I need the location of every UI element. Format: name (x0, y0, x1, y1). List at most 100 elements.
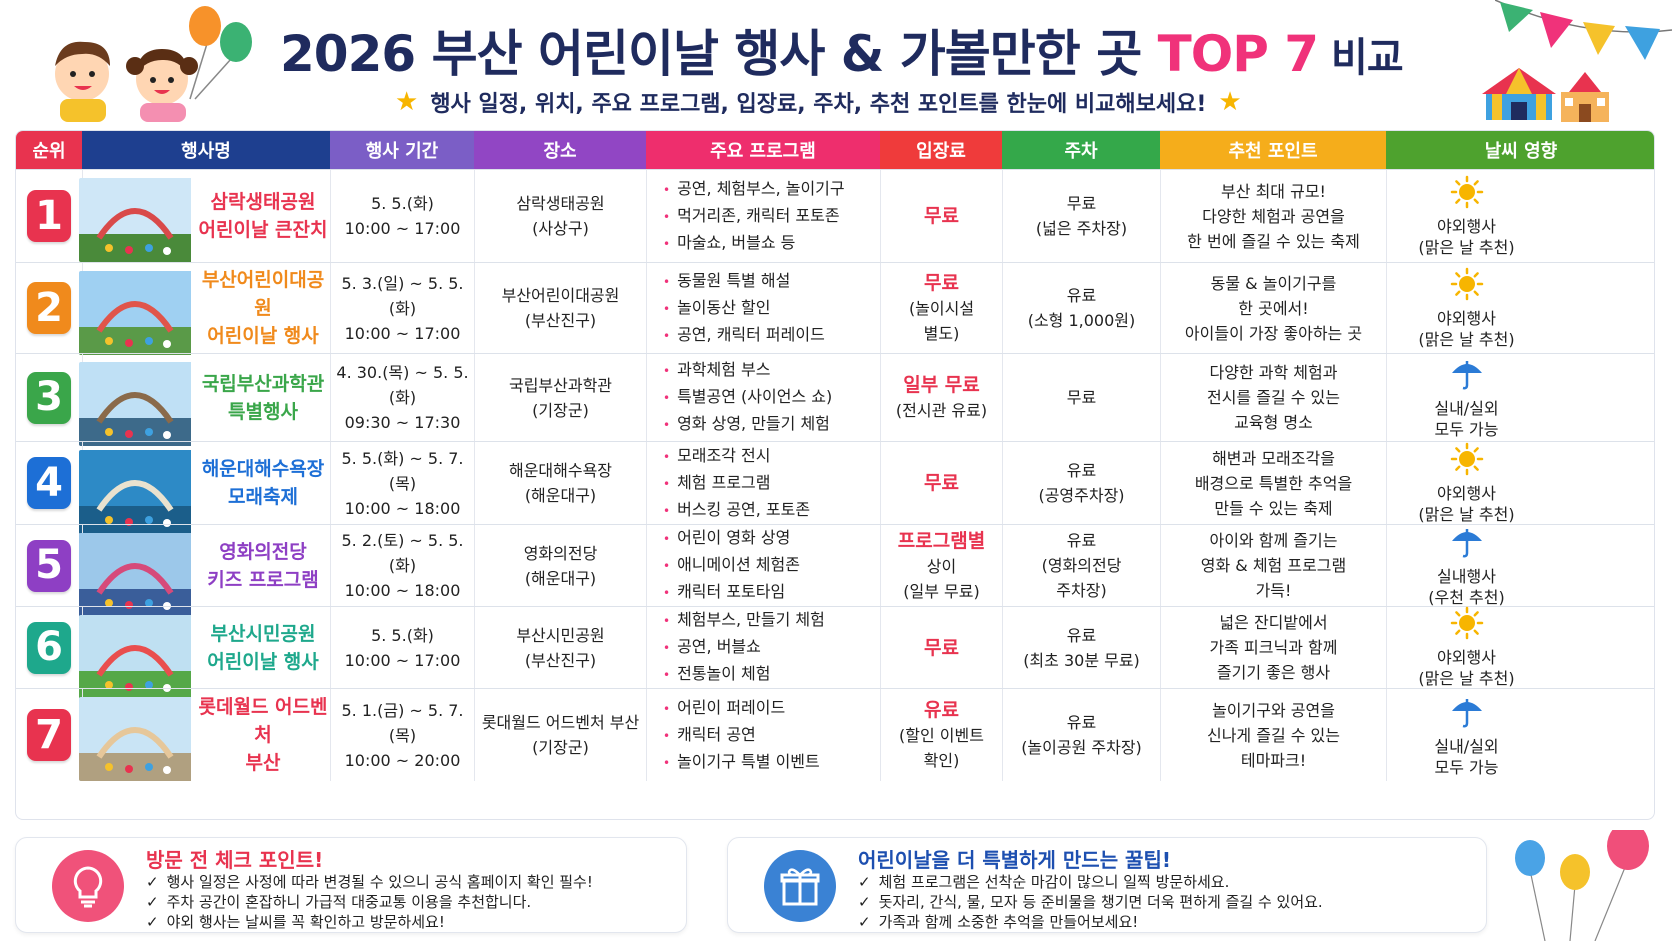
point-line: 테마파크! (1240, 750, 1307, 770)
star-icon: ★ (1218, 87, 1242, 117)
event-name-line: 어린이날 행사 (207, 325, 319, 347)
list-item: 야외 행사는 날씨를 꼭 확인하고 방문하세요! (146, 912, 593, 932)
rank-cell: 4 (16, 442, 82, 524)
programs-cell: 과학체험 부스특별공연 (사이언스 쇼)영화 상영, 만들기 체험 (646, 354, 880, 441)
col-header-rank: 순위 (16, 131, 82, 169)
event-name-line: 키즈 프로그램 (207, 568, 319, 591)
point-line: 놀이기구와 공연을 (1212, 700, 1335, 720)
point-line: 넓은 잔디밭에서 (1219, 613, 1328, 632)
programs-cell: 어린이 퍼레이드캐릭터 공연놀이기구 특별 이벤트 (646, 689, 880, 781)
event-name-cell: 롯데월드 어드벤처 부산 (79, 689, 330, 781)
rank-cell: 3 (16, 354, 82, 441)
fee-main: 유료 (924, 699, 959, 721)
weather-type: 야외행사 (1437, 483, 1496, 503)
table-row: 3 국립부산과학관 특별행사 4. 30.(목) ~ 5. 5.(화) 09:30 ~ … (16, 353, 1654, 446)
point-cell: 다양한 과학 체험과 전시를 즐길 수 있는 교육형 명소 (1160, 354, 1386, 441)
parking-cell: 유료 (놀이공원 주차장) (1002, 689, 1160, 781)
page-title: 2026 부산 어린이날 행사 & 가볼만한 곳 TOP 7 비교 (280, 14, 1460, 86)
event-name: 국립부산과학관 특별행사 (195, 370, 331, 426)
place-cell: 롯대월드 어드벤처 부산 (기장군) (474, 689, 646, 781)
weather-type: 실내/실외 (1434, 736, 1499, 756)
programs-cell: 체험부스, 만들기 체험공연, 버블쇼전통놀이 체험 (646, 607, 880, 688)
place-name: 해운대해수욕장 (508, 461, 613, 480)
weather-note: 모두 가능 (1434, 757, 1499, 777)
point-line: 교육형 명소 (1234, 413, 1313, 432)
point-line: 다양한 과학 체험과 (1209, 363, 1338, 382)
place-name: 영화의전당 (523, 543, 598, 563)
title-accent: TOP 7 (1157, 25, 1319, 83)
place-cell: 부산시민공원 (부산진구) (474, 607, 646, 688)
event-name-line: 롯데월드 어드벤처 (198, 696, 328, 746)
weather-type: 실내행사 (1437, 567, 1496, 586)
place-cell: 국립부산과학관 (기장군) (474, 354, 646, 441)
rank-badge: 7 (27, 709, 71, 761)
event-name-cell: 해운대해수욕장 모래축제 (79, 442, 331, 534)
event-name: 부산시민공원 어린이날 행사 (195, 620, 331, 676)
fee-main: 무료 (924, 636, 959, 659)
parking-note: (영화의전당 (1041, 556, 1122, 575)
period-dates: 5. 1.(금) ~ 5. 7.(목) (341, 700, 464, 745)
weather-type: 야외행사 (1437, 308, 1496, 328)
table-row: 6 부산시민공원 어린이날 행사 5. 5.(화) 10:00 ~ 17:00 부산시민공… (16, 606, 1654, 699)
parking-main: 무료 (1066, 194, 1097, 213)
place-cell: 삼락생태공원 (사상구) (474, 170, 646, 262)
event-name-line: 부산어린이대공원 (201, 269, 325, 319)
period-hours: 09:30 ~ 17:30 (344, 413, 461, 432)
place-district: (기장군) (532, 400, 589, 420)
list-item: 행사 일정은 사정에 따라 변경될 수 있으니 공식 홈페이지 확인 필수! (146, 872, 593, 892)
parking-main: 유료 (1066, 531, 1097, 550)
tips-title: 어린이날을 더 특별하게 만드는 꿀팁! (858, 848, 1171, 872)
place-name: 롯대월드 어드벤처 부산 (481, 713, 640, 732)
period-cell: 5. 5.(화) 10:00 ~ 17:00 (330, 607, 474, 688)
circus-tent-icon (1482, 68, 1556, 120)
program-item: 캐릭터 포토타임 (663, 579, 785, 606)
fee-note: 확인) (923, 751, 960, 770)
programs-cell: 공연, 체험부스, 놀이기구먹거리존, 캐릭터 포토존마술쇼, 버블쇼 등 (646, 170, 880, 262)
event-name-line: 영화의전당 (219, 540, 307, 563)
program-item: 영화 상영, 만들기 체험 (663, 411, 830, 438)
period-hours: 10:00 ~ 17:00 (344, 650, 461, 670)
event-name-line: 특별행사 (228, 400, 298, 423)
program-item: 과학체험 부스 (663, 357, 770, 384)
weather-cell: 실내행사 (우천 추천) (1386, 525, 1546, 607)
kids-illustration (55, 6, 252, 122)
place-cell: 영화의전당 (해운대구) (474, 525, 646, 606)
program-item: 체험부스, 만들기 체험 (663, 607, 825, 634)
fee-main: 무료 (924, 205, 959, 227)
period-cell: 4. 30.(목) ~ 5. 5.(화) 09:30 ~ 17:30 (330, 354, 474, 441)
period-cell: 5. 3.(일) ~ 5. 5.(화) 10:00 ~ 17:00 (330, 263, 474, 353)
program-item: 공연, 체험부스, 놀이기구 (663, 176, 845, 203)
fee-note: (할인 이벤트 (899, 726, 984, 745)
program-item: 특별공연 (사이언스 쇼) (663, 384, 832, 411)
period-cell: 5. 5.(화) ~ 5. 7.(목) 10:00 ~ 18:00 (330, 442, 474, 524)
event-name-line: 삼락생태공원 (210, 191, 316, 213)
fee-main: 무료 (924, 472, 959, 494)
weather-note: (맑은 날 추천) (1418, 237, 1515, 257)
program-item: 놀이동산 할인 (663, 295, 770, 322)
weather-cell: 야외행사 (맑은 날 추천) (1386, 263, 1546, 353)
rank-cell: 1 (16, 170, 82, 262)
point-line: 즐기기 좋은 행사 (1216, 663, 1331, 682)
table-row: 4 해운대해수욕장 모래축제 5. 5.(화) ~ 5. 7.(목) 10:00 ~ 1… (16, 441, 1654, 534)
event-name: 해운대해수욕장 모래축제 (195, 455, 331, 511)
title-tail: 비교 (1318, 35, 1404, 81)
fee-note: 상이 (926, 556, 957, 576)
program-item: 어린이 영화 상영 (663, 525, 790, 552)
point-line: 부산 최대 규모! (1221, 181, 1326, 201)
program-item: 모래조각 전시 (663, 443, 770, 470)
period-hours: 10:00 ~ 17:00 (344, 323, 461, 343)
point-line: 가족 피크닉과 함께 (1209, 638, 1338, 657)
event-photo (79, 697, 199, 781)
weather-cell: 실내/실외 모두 가능 (1386, 689, 1546, 781)
point-line: 다양한 체험과 공연을 (1202, 206, 1345, 226)
point-cell: 동물 & 놀이기구를 한 곳에서! 아이들이 가장 좋아하는 곳 (1160, 263, 1386, 353)
rank-badge: 6 (27, 621, 71, 674)
col-header-place: 장소 (474, 131, 646, 169)
program-item: 마술쇼, 버블쇼 등 (663, 230, 795, 257)
sun-icon (1450, 606, 1484, 647)
rank-cell: 7 (16, 689, 82, 781)
rank-badge: 4 (27, 457, 71, 509)
